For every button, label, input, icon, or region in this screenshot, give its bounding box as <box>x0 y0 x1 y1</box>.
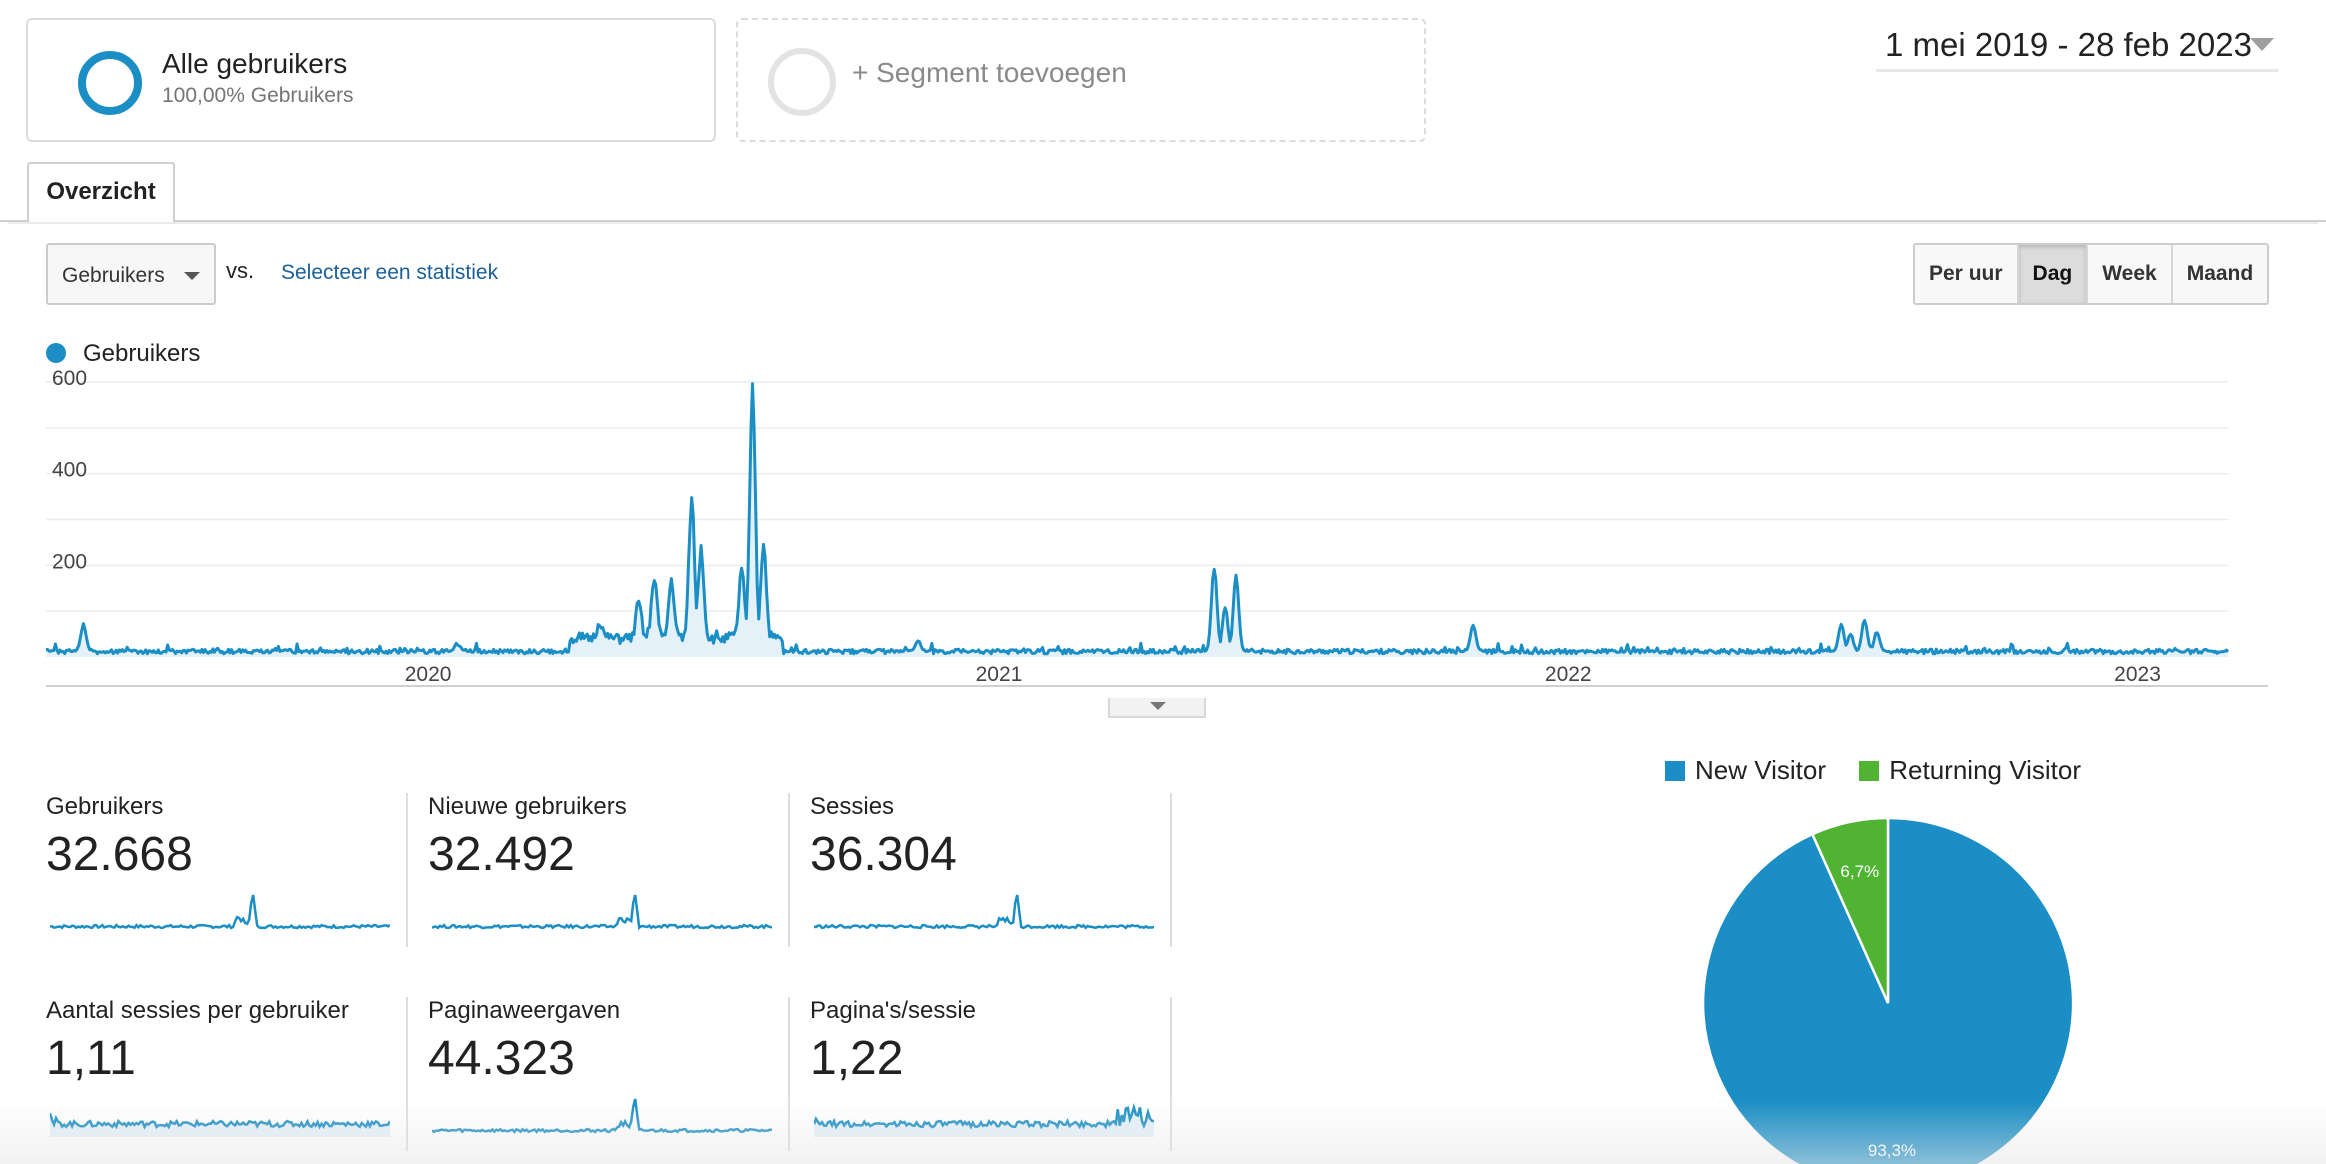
metric-label: Pagina's/sessie <box>810 997 977 1024</box>
x-tick-label: 2020 <box>405 663 452 686</box>
legend-swatch <box>1859 761 1880 781</box>
y-tick-label: 400 <box>52 459 87 482</box>
y-tick-label: 200 <box>52 550 87 573</box>
metric-divider <box>1170 997 1172 1151</box>
metric-value: 1,11 <box>46 1032 136 1085</box>
metric-divider <box>406 793 408 947</box>
pie-legend: New Visitor Returning Visitor <box>1665 755 2107 786</box>
users-line-chart[interactable]: 600 400 200 2020 2021 2022 2023 <box>0 370 2326 710</box>
tab-divider <box>0 220 2326 222</box>
segment-title: Alle gebruikers <box>162 48 348 79</box>
sparkline <box>814 894 1154 930</box>
sparkline <box>432 1098 772 1134</box>
chevron-down-icon <box>184 272 200 280</box>
metric-card[interactable]: Paginaweergaven 44.323 <box>428 997 810 1153</box>
series-line <box>45 382 2230 656</box>
segment-ring-icon <box>78 51 142 115</box>
legend-label: Returning Visitor <box>1889 755 2081 785</box>
metric-value: 36.304 <box>810 828 957 881</box>
sparkline-line <box>814 894 1154 930</box>
legend-label: Gebruikers <box>83 340 201 367</box>
date-range-label: 1 mei 2019 - 28 feb 2023 <box>1885 26 2252 63</box>
metric-value: 44.323 <box>428 1032 575 1085</box>
granularity-toggle: Per uur Dag Week Maand <box>1913 243 2270 305</box>
segment-all-users[interactable]: Alle gebruikers 100,00% Gebruikers <box>26 18 716 142</box>
metric-card[interactable]: Pagina's/sessie 1,22 <box>810 997 1192 1153</box>
chevron-down-icon <box>1150 702 1166 710</box>
pie-slice-label: 6,7% <box>1840 862 1879 881</box>
metric-divider <box>788 793 790 947</box>
x-tick-label: 2023 <box>2114 663 2161 686</box>
vs-label: vs. <box>226 258 255 283</box>
tab-divider-shadow <box>8 222 2318 224</box>
sparkline <box>814 1103 1154 1137</box>
metric-card[interactable]: Gebruikers 32.668 <box>46 793 428 949</box>
segment-placeholder-icon <box>768 48 836 116</box>
x-tick-label: 2022 <box>1545 663 1592 686</box>
metric-divider <box>1170 793 1172 947</box>
x-tick-label: 2021 <box>976 663 1023 686</box>
metric-label: Gebruikers <box>46 793 164 820</box>
add-segment-button[interactable]: + Segment toevoegen <box>736 18 1426 142</box>
sparkline <box>50 1112 390 1137</box>
chart-collapse-handle[interactable] <box>1108 698 1206 718</box>
metric-label: Aantal sessies per gebruiker <box>46 997 349 1024</box>
metric-value: 32.668 <box>46 828 193 881</box>
legend-label: New Visitor <box>1695 755 1827 785</box>
legend-swatch <box>46 343 66 363</box>
legend-swatch <box>1665 761 1685 781</box>
metric-select-value: Gebruikers <box>62 264 165 287</box>
sparkline-line <box>50 894 390 930</box>
pie-slice-label: 93,3% <box>1868 1141 1916 1160</box>
metric-label: Paginaweergaven <box>428 997 621 1024</box>
metric-card[interactable]: Sessies 36.304 <box>810 793 1192 949</box>
sparkline-line <box>814 1103 1154 1130</box>
tab-overview[interactable]: Overzicht <box>27 162 175 222</box>
metric-label: Sessies <box>810 793 895 820</box>
y-tick-label: 600 <box>52 370 87 390</box>
metric-divider <box>406 997 408 1151</box>
metric-select[interactable]: Gebruikers <box>46 243 216 305</box>
granularity-month-button[interactable]: Maand <box>2172 245 2268 303</box>
segment-subtitle: 100,00% Gebruikers <box>162 84 354 107</box>
granularity-week-button[interactable]: Week <box>2088 245 2173 303</box>
metric-card[interactable]: Aantal sessies per gebruiker 1,11 <box>46 997 428 1153</box>
metric-value: 32.492 <box>428 828 575 881</box>
sparkline-line <box>432 894 772 931</box>
sparkline <box>432 894 772 931</box>
select-statistic-link[interactable]: Selecteer een statistiek <box>281 261 499 284</box>
chevron-down-icon <box>2250 38 2274 51</box>
date-range-picker[interactable]: 1 mei 2019 - 28 feb 2023 <box>1876 20 2278 72</box>
legend-item-new-visitor[interactable]: New Visitor <box>1665 755 1826 786</box>
area-fill <box>46 383 2228 657</box>
pie-slice <box>1810 818 1890 1004</box>
granularity-day-button[interactable]: Dag <box>2018 245 2089 303</box>
legend-item-returning-visitor[interactable]: Returning Visitor <box>1859 755 2081 786</box>
metric-card[interactable]: Nieuwe gebruikers 32.492 <box>428 793 810 949</box>
metric-divider <box>788 997 790 1151</box>
metric-value: 1,22 <box>810 1032 904 1085</box>
visitor-type-pie-chart[interactable]: 93,3% 6,7% <box>1700 818 2080 1164</box>
add-segment-label: + Segment toevoegen <box>852 57 1127 88</box>
metric-label: Nieuwe gebruikers <box>428 793 627 820</box>
sparkline-line <box>432 1098 772 1134</box>
granularity-hourly-button[interactable]: Per uur <box>1915 245 2019 303</box>
sparkline <box>50 894 390 930</box>
